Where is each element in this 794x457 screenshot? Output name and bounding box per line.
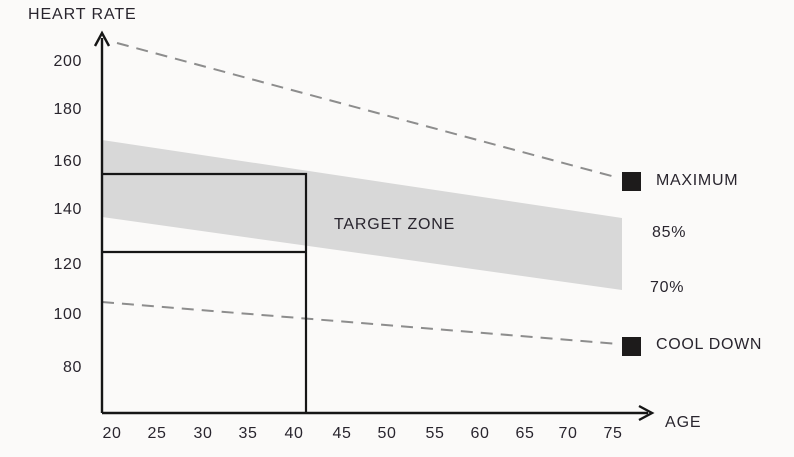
- legend-cool-down-label: COOL DOWN: [656, 336, 763, 353]
- y-axis-title: HEART RATE: [28, 6, 137, 23]
- legend-85-percent-label: 85%: [652, 224, 687, 241]
- y-tick-100: 100: [53, 306, 82, 323]
- y-tick-180: 180: [53, 101, 82, 118]
- x-tick-35: 35: [238, 425, 258, 442]
- x-tick-60: 60: [470, 425, 490, 442]
- x-tick-70: 70: [558, 425, 578, 442]
- maximum-line: [116, 42, 620, 179]
- x-tick-40: 40: [284, 425, 304, 442]
- y-tick-80: 80: [63, 359, 82, 376]
- legend-maximum-label: MAXIMUM: [656, 172, 739, 189]
- x-tick-55: 55: [425, 425, 445, 442]
- y-tick-140: 140: [53, 201, 82, 218]
- y-tick-160: 160: [53, 153, 82, 170]
- x-tick-45: 45: [332, 425, 352, 442]
- x-tick-65: 65: [515, 425, 535, 442]
- cool-down-marker-square-icon: [622, 337, 641, 356]
- cool-down-line: [101, 301, 620, 345]
- y-tick-120: 120: [53, 256, 82, 273]
- x-axis-title: AGE: [665, 414, 702, 431]
- x-tick-25: 25: [147, 425, 167, 442]
- y-axis-arrowhead-icon: [93, 30, 111, 47]
- target-zone-band: [102, 140, 622, 290]
- legend-70-percent-label: 70%: [650, 279, 685, 296]
- x-tick-75: 75: [603, 425, 623, 442]
- x-tick-50: 50: [377, 425, 397, 442]
- y-tick-200: 200: [53, 53, 82, 70]
- highlight-rectangle: [103, 172, 308, 412]
- maximum-marker-square-icon: [622, 172, 641, 191]
- x-tick-20: 20: [102, 425, 122, 442]
- target-zone-label: TARGET ZONE: [334, 216, 456, 233]
- x-axis-arrowhead-icon: [638, 404, 655, 422]
- x-tick-30: 30: [193, 425, 213, 442]
